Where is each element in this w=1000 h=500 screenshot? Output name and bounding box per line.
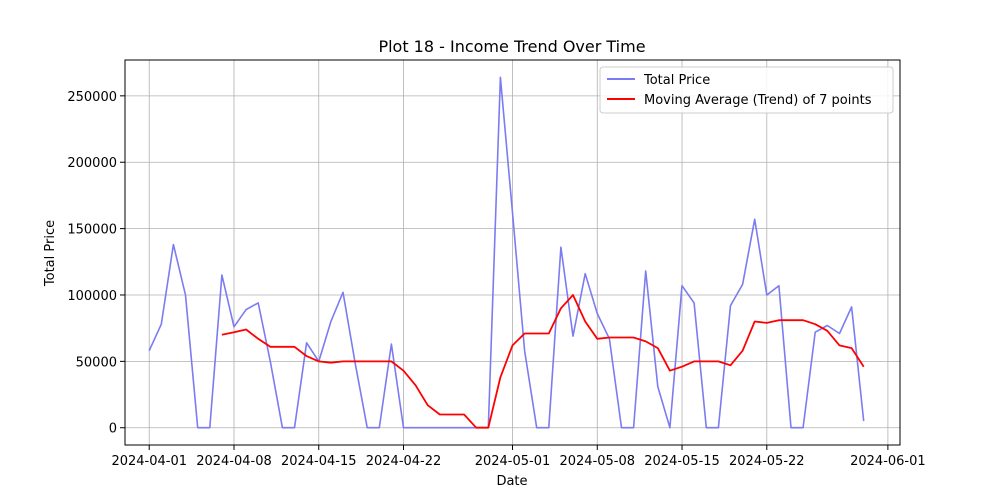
x-axis-ticks: 2024-04-01 2024-04-08 2024-04-15 2024-04-22… <box>111 445 926 469</box>
x-tick-label: 2024-04-01 <box>111 454 187 469</box>
y-tick-label: 250000 <box>67 90 117 105</box>
series-line-total-price <box>148 76 865 429</box>
x-tick-label: 2024-05-15 <box>644 454 720 469</box>
y-tick-label: 100000 <box>67 289 117 304</box>
x-tick-label: 2024-04-22 <box>366 454 442 469</box>
legend: Total Price Moving Average (Trend) of 7 … <box>599 66 894 114</box>
x-tick-label: 2024-05-01 <box>475 454 551 469</box>
y-axis-ticks: 0 50000 100000 150000 200000 250000 <box>67 90 125 437</box>
legend-label-total-price: Total Price <box>643 73 710 88</box>
grid-lines <box>125 60 900 445</box>
x-tick-label: 2024-06-01 <box>850 454 926 469</box>
y-tick-label: 150000 <box>67 223 117 238</box>
legend-box <box>599 66 894 114</box>
y-tick-label: 50000 <box>76 355 117 370</box>
y-axis-label: Total Price <box>43 220 58 287</box>
series-line-moving-average <box>221 294 865 429</box>
x-tick-label: 2024-05-22 <box>729 454 805 469</box>
y-tick-label: 200000 <box>67 156 117 171</box>
x-axis-label: Date <box>496 474 527 489</box>
chart-title: Plot 18 - Income Trend Over Time <box>378 37 645 56</box>
x-tick-label: 2024-05-08 <box>559 454 635 469</box>
x-tick-label: 2024-04-08 <box>196 454 272 469</box>
x-tick-label: 2024-04-15 <box>281 454 357 469</box>
legend-label-moving-average: Moving Average (Trend) of 7 points <box>644 93 872 108</box>
y-tick-label: 0 <box>109 422 117 437</box>
series-layer <box>148 76 865 429</box>
